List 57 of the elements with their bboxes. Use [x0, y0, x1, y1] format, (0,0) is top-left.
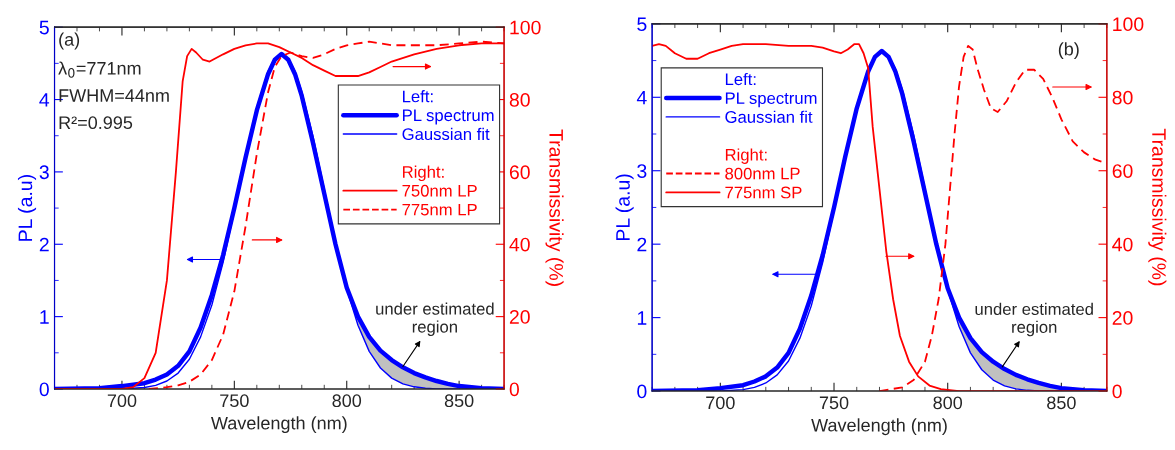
y-tick-label: 3: [637, 164, 647, 178]
legend-label: 775nm SP: [725, 186, 802, 199]
legend-label: PL spectrum: [725, 92, 817, 108]
text: Left:: [725, 72, 756, 86]
y2-tick-label: 0: [509, 382, 519, 397]
y2-tick-label: 100: [1113, 17, 1144, 32]
x-tick-label: 850: [1047, 396, 1076, 410]
y-tick-label: 4: [636, 90, 647, 105]
y2-tick-label: 80: [1112, 90, 1133, 105]
y-tick-label: 0: [637, 384, 647, 399]
text: Left:: [403, 90, 433, 103]
y2-tick-label: 40: [1112, 237, 1133, 252]
annotation: (a): [59, 32, 80, 50]
y-tick-label: 2: [637, 237, 647, 252]
x-axis-title: Wavelength (nm): [811, 418, 947, 436]
y2-tick-label: 40: [509, 237, 530, 252]
y2-tick-label: 60: [1112, 164, 1133, 178]
x-tick-label: 700: [706, 396, 735, 410]
legend-label: 775nm LP: [402, 203, 477, 216]
x-tick-label: 800: [332, 394, 362, 408]
annotation: under estimated region: [376, 302, 494, 336]
y-tick-label: 0: [39, 382, 49, 397]
y2-tick-label: 100: [510, 20, 541, 35]
x-tick-label: 700: [107, 394, 137, 408]
annotation: (b): [1058, 42, 1079, 60]
x-axis-title: Wavelength (nm): [210, 416, 347, 434]
annotation: under estimated region: [975, 302, 1093, 337]
y2-tick-label: 20: [1112, 311, 1133, 325]
y2-tick-label: 20: [509, 310, 530, 324]
text: Right:: [725, 148, 767, 164]
annotation: FWHM=44nm: [59, 89, 169, 102]
legend-label: Gaussian fit: [725, 110, 813, 123]
legend-label: Gaussian fit: [402, 127, 490, 141]
y2-tick-label: 60: [509, 165, 530, 180]
y-tick-label: 4: [39, 93, 50, 107]
legend-label: 800nm LP: [725, 167, 800, 180]
y2-axis-title: Transmissivity (%): [1148, 128, 1167, 286]
x-tick-label: 850: [444, 394, 474, 408]
y-tick-label: 1: [40, 310, 49, 324]
y-axis-title: PL (a.u): [17, 175, 37, 241]
y-tick-label: 5: [39, 20, 49, 35]
annotation: λ$_{0}$=771nm: [58, 61, 141, 78]
y-axis-title: PL (a.u): [615, 174, 634, 241]
y2-tick-label: 80: [509, 93, 530, 107]
y2-tick-label: 0: [1112, 384, 1122, 399]
x-tick-label: 800: [933, 396, 963, 410]
legend-label: 750nm LP: [402, 184, 477, 197]
y-tick-label: 5: [637, 17, 647, 32]
y-tick-label: 3: [39, 165, 49, 180]
y-tick-label: 1: [637, 311, 647, 325]
annotation: R²=0.995: [59, 116, 133, 130]
y-tick-label: 2: [39, 237, 49, 252]
x-tick-label: 750: [220, 394, 249, 408]
y2-axis-title: Transmissivity (%): [545, 129, 564, 286]
x-tick-label: 750: [819, 396, 849, 410]
text: Right:: [403, 165, 444, 182]
legend-label: PL spectrum: [403, 109, 494, 125]
